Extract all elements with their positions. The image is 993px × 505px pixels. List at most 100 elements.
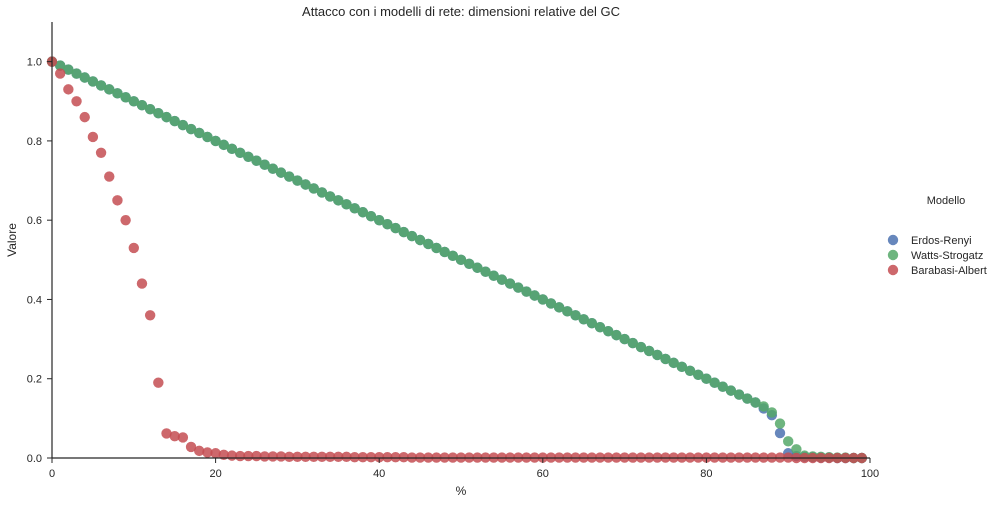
data-point — [120, 214, 131, 226]
data-point — [218, 139, 229, 151]
y-axis-ticks: 0.0 0.2 0.4 0.6 0.8 1.0 — [27, 57, 52, 465]
data-point — [668, 357, 679, 369]
data-point — [251, 155, 262, 166]
data-point — [259, 451, 270, 462]
data-point — [112, 88, 123, 99]
data-point — [365, 211, 377, 222]
legend-marker — [887, 234, 899, 246]
data-point — [701, 373, 712, 384]
data-point — [611, 329, 622, 341]
data-point — [169, 115, 180, 127]
data-point — [774, 418, 786, 429]
data-point — [586, 318, 598, 329]
data-point — [562, 306, 573, 317]
data-point — [660, 353, 671, 365]
data-point — [382, 218, 393, 230]
data-point — [406, 230, 418, 242]
data-point — [308, 451, 319, 463]
data-point — [676, 361, 688, 373]
plot-area — [46, 56, 868, 464]
data-point — [455, 254, 467, 266]
data-point — [104, 171, 115, 182]
data-point — [161, 428, 172, 439]
data-point — [333, 451, 344, 463]
data-point — [774, 427, 786, 439]
data-point — [431, 242, 442, 254]
series-1 — [46, 56, 868, 464]
data-point — [578, 314, 589, 325]
data-point — [529, 290, 540, 301]
data-point — [750, 397, 761, 408]
data-point — [414, 234, 426, 246]
data-point — [594, 322, 606, 333]
legend-label: Watts-Strogatz — [911, 250, 983, 262]
data-point — [243, 151, 254, 162]
data-point — [234, 147, 246, 158]
legend-title: Modello — [927, 195, 966, 207]
chart-title: Attacco con i modelli di rete: dimension… — [302, 4, 620, 19]
data-point — [54, 68, 66, 79]
data-point — [63, 64, 74, 75]
data-point — [545, 298, 557, 309]
data-point — [177, 432, 189, 443]
data-point — [374, 214, 385, 226]
data-point — [791, 444, 802, 455]
legend-marker — [887, 249, 899, 261]
data-point — [742, 393, 753, 404]
x-tick-label: 20 — [209, 468, 221, 480]
data-point — [144, 104, 156, 115]
data-point — [553, 302, 565, 313]
data-point — [267, 163, 279, 174]
data-point — [210, 135, 221, 147]
data-point — [79, 72, 90, 83]
data-point — [619, 333, 630, 345]
y-tick-label: 0.4 — [27, 294, 42, 306]
data-point — [71, 96, 82, 107]
data-point — [783, 436, 794, 447]
data-point — [684, 365, 696, 376]
y-tick-label: 0.0 — [27, 453, 42, 465]
data-point — [284, 451, 295, 463]
data-point — [177, 119, 189, 131]
x-tick-label: 100 — [861, 468, 879, 480]
x-axis-label: % — [456, 484, 467, 498]
data-point — [390, 222, 401, 234]
data-point — [185, 123, 197, 135]
data-point — [316, 187, 328, 198]
data-point — [292, 175, 303, 186]
data-point — [537, 294, 548, 305]
data-point — [333, 195, 344, 206]
data-point — [63, 84, 74, 95]
data-point — [374, 452, 385, 463]
x-tick-label: 80 — [700, 468, 712, 480]
data-point — [54, 60, 66, 71]
data-point — [709, 377, 720, 388]
data-point — [169, 431, 180, 442]
data-point — [324, 191, 336, 202]
data-point — [316, 451, 328, 463]
data-point — [210, 448, 221, 459]
data-point — [194, 445, 205, 457]
data-point — [643, 345, 655, 357]
data-point — [521, 286, 532, 297]
legend: Modello Erdos-Renyi Watts-Strogatz Barabas… — [887, 195, 987, 277]
data-point — [300, 451, 311, 463]
data-point — [390, 452, 401, 463]
data-point — [120, 92, 131, 103]
data-point — [185, 441, 197, 453]
data-point — [259, 159, 270, 170]
data-point — [300, 179, 311, 190]
data-point — [357, 207, 369, 218]
data-point — [251, 450, 262, 462]
data-point — [71, 68, 82, 79]
data-point — [267, 451, 279, 462]
data-point — [652, 349, 663, 361]
data-point — [243, 450, 254, 462]
data-point — [382, 452, 393, 463]
data-point — [398, 452, 409, 463]
data-point — [128, 242, 139, 254]
data-point — [202, 131, 213, 143]
data-point — [324, 451, 336, 463]
data-point — [463, 258, 475, 269]
